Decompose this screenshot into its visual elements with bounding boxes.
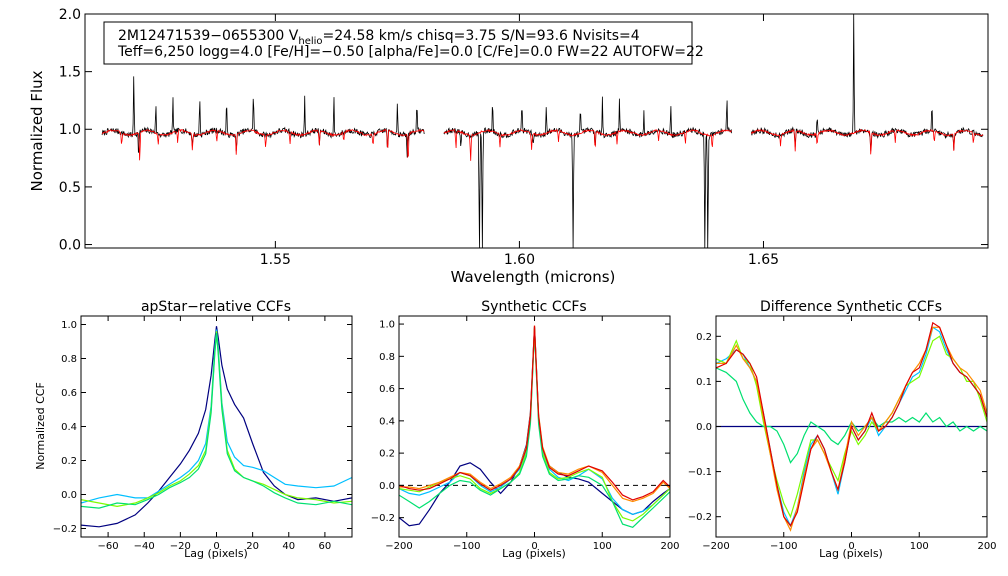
annotation-vhelio-subscript: helio xyxy=(298,36,322,47)
ccf-synthetic-axes-frame xyxy=(398,315,671,538)
spectrum-x-axis-label: Wavelength (microns) xyxy=(451,268,616,286)
x-tick-label: 100 xyxy=(593,541,612,552)
spectrum-axes-frame xyxy=(84,13,989,249)
spectrum-observed-chip-1 xyxy=(101,76,425,158)
y-tick-label: 0.8 xyxy=(61,354,77,365)
x-tick-label: 0 xyxy=(848,541,854,552)
y-tick-label: 0.6 xyxy=(379,384,395,395)
ccf-difference-ticks: −200 −100 0 100 200 −0.2 −0.1 0.0 0.1 0.2 xyxy=(688,316,997,552)
x-tick-label: −20 xyxy=(170,541,191,552)
y-tick-label: −0.1 xyxy=(688,467,712,478)
x-tick-label: −100 xyxy=(453,541,480,552)
spectrum-series-group xyxy=(101,14,984,248)
ccf-apstar-series-group xyxy=(81,326,352,528)
y-tick-label: 0.0 xyxy=(59,237,81,253)
annotation-star-id: 2M12471539−0655300 V xyxy=(118,28,299,44)
spectrum-model-chip-1 xyxy=(101,128,425,161)
x-tick-label: 60 xyxy=(319,541,332,552)
series-line-visit-6 xyxy=(399,325,670,501)
ccf-difference-panel: Difference Synthetic CCFs −200 −100 0 100 20… xyxy=(688,299,997,560)
y-tick-label: 1.0 xyxy=(61,320,77,331)
y-tick-label: −0.2 xyxy=(688,512,712,523)
y-tick-label: 0.2 xyxy=(696,332,712,343)
x-tick-label: 200 xyxy=(977,541,996,552)
y-tick-label: 0.1 xyxy=(696,377,712,388)
ccf-difference-x-axis-label: Lag (pixels) xyxy=(819,547,883,560)
series-line-visit-2 xyxy=(399,327,670,516)
annotation-stats: =24.58 km/s chisq=3.75 S/N=93.6 Nvisits=… xyxy=(323,28,640,44)
x-tick-label: 100 xyxy=(910,541,929,552)
ccf-synthetic-title: Synthetic CCFs xyxy=(481,299,586,315)
y-tick-label: 0.6 xyxy=(61,388,77,399)
ccf-apstar-plot-area xyxy=(81,326,352,528)
y-tick-label: 0.0 xyxy=(61,490,77,501)
x-tick-label: −60 xyxy=(98,541,119,552)
y-tick-label: 2.0 xyxy=(59,7,81,23)
ccf-synthetic-series-group xyxy=(399,325,670,528)
y-tick-label: 0.2 xyxy=(61,456,77,467)
y-tick-label: 1.0 xyxy=(379,320,395,331)
series-line-visit-4 xyxy=(399,328,670,528)
x-tick-label: 1.60 xyxy=(504,252,535,268)
spectrum-annotation-line2: Teff=6,250 logg=4.0 [Fe/H]=−0.50 [alpha/… xyxy=(117,44,704,60)
spectrum-plot-area xyxy=(101,14,984,248)
spectrum-annotation-line1: 2M12471539−0655300 Vhelio=24.58 km/s chi… xyxy=(118,28,640,47)
y-tick-label: 1.5 xyxy=(59,65,81,81)
ccf-apstar-ticks: −60 −40 −20 0 20 40 60 −0.2 0.0 0.2 0.4 0.6 0.8 1.0 xyxy=(53,316,352,552)
series-line-diff-3 xyxy=(716,367,987,464)
x-tick-label: 0 xyxy=(213,541,219,552)
spectrum-observed-chip-2 xyxy=(443,96,733,248)
spectrum-model-chip-2 xyxy=(443,128,732,161)
y-tick-label: 0.8 xyxy=(379,352,395,363)
y-tick-label: 0.4 xyxy=(379,416,395,427)
series-line-visit-4 xyxy=(81,332,352,509)
y-tick-label: 0.0 xyxy=(696,422,712,433)
spectrum-panel: 1.55 1.60 1.65 0.0 0.5 1.0 1.5 2.0 Wavelength (… xyxy=(28,7,989,286)
y-tick-label: 0.2 xyxy=(379,449,395,460)
spectrum-observed-chip-3 xyxy=(750,14,984,151)
y-tick-label: 0.0 xyxy=(379,481,395,492)
ccf-synthetic-ticks: −200 −100 0 100 200 −0.2 0.0 0.2 0.4 0.6 0.8 1.0 xyxy=(371,316,680,552)
spectrum-y-axis-label: Normalized Flux xyxy=(28,70,46,191)
x-tick-label: 0 xyxy=(531,541,537,552)
ccf-apstar-title: apStar−relative CCFs xyxy=(141,299,291,315)
ccf-synthetic-x-axis-label: Lag (pixels) xyxy=(502,547,566,560)
ccf-difference-series-group xyxy=(716,321,987,532)
spectrum-annotation-box xyxy=(103,21,693,65)
y-tick-label: −0.2 xyxy=(371,513,395,524)
series-line-visit-3 xyxy=(81,331,352,508)
ccf-synthetic-plot-area xyxy=(399,325,670,528)
y-tick-label: 1.0 xyxy=(59,122,81,138)
ccf-apstar-y-axis-label: Normalized CCF xyxy=(34,382,47,470)
series-line-visit-1 xyxy=(399,327,670,527)
spectrum-model-chip-3 xyxy=(750,128,984,155)
series-line-visit-1 xyxy=(81,326,352,528)
series-line-visit-3 xyxy=(399,328,670,522)
series-line-diff-5 xyxy=(716,321,987,527)
y-tick-label: −0.2 xyxy=(53,524,77,535)
x-tick-label: 40 xyxy=(282,541,295,552)
ccf-synthetic-panel: Synthetic CCFs −200 −100 0 100 200 −0.2 0.0 0.2… xyxy=(371,299,680,560)
series-line-visit-2 xyxy=(81,329,352,504)
y-tick-label: 0.4 xyxy=(61,422,77,433)
spectrum-ticks: 1.55 1.60 1.65 0.0 0.5 1.0 1.5 2.0 xyxy=(59,7,988,268)
x-tick-label: 200 xyxy=(660,541,679,552)
x-tick-label: 20 xyxy=(246,541,259,552)
series-line-visit-5 xyxy=(399,325,670,503)
ccf-difference-plot-area xyxy=(716,321,987,532)
x-tick-label: 1.65 xyxy=(748,252,779,268)
ccf-difference-title: Difference Synthetic CCFs xyxy=(760,299,942,315)
x-tick-label: −100 xyxy=(770,541,797,552)
x-tick-label: −200 xyxy=(702,541,729,552)
x-tick-label: 1.55 xyxy=(260,252,291,268)
x-tick-label: −40 xyxy=(134,541,155,552)
ccf-apstar-panel: apStar−relative CCFs −60 −40 −20 0 20 40 60 −0.… xyxy=(34,299,353,560)
y-tick-label: 0.5 xyxy=(59,180,81,196)
x-tick-label: −200 xyxy=(385,541,412,552)
ccf-apstar-x-axis-label: Lag (pixels) xyxy=(184,547,248,560)
